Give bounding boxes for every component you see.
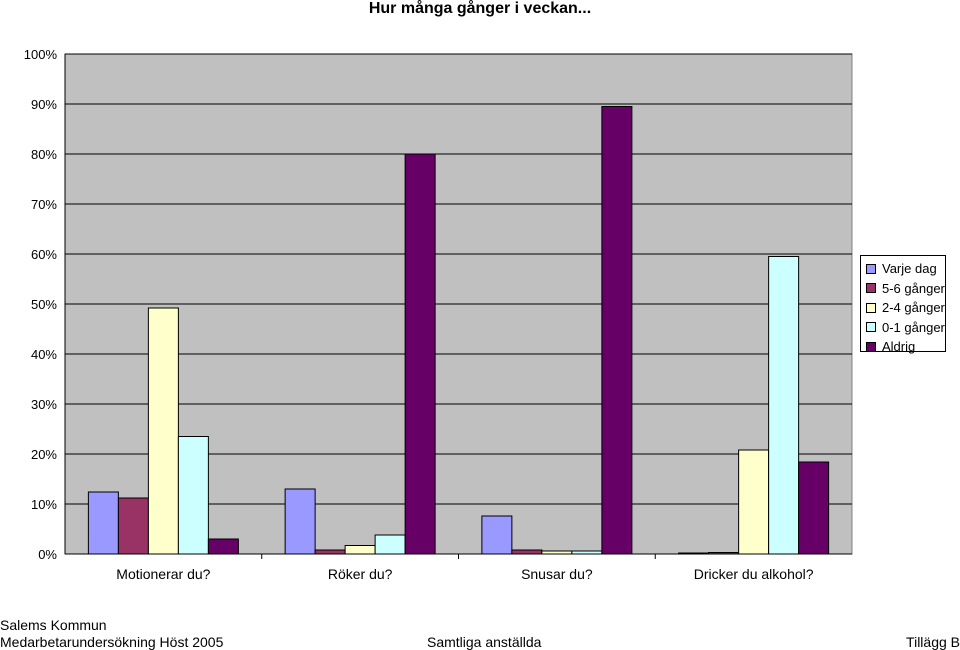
- bar: [314, 549, 346, 555]
- chart-title: Hur många gånger i veckan...: [368, 0, 592, 17]
- bar: [344, 545, 376, 555]
- axes: [64, 54, 852, 559]
- footer-appendix: Tillägg B: [906, 634, 960, 650]
- category-label: Dricker du alkohol?: [694, 566, 814, 582]
- legend-swatch: [866, 322, 876, 333]
- legend-label: 2-4 gånger: [882, 300, 945, 316]
- bar: [511, 549, 543, 555]
- bars: [87, 106, 830, 555]
- y-tick-labels: 0% 10% 20% 30% 40% 50% 60% 70% 80% 90% 100%: [24, 47, 58, 562]
- y-tick-label: 10%: [31, 497, 57, 512]
- bar: [177, 436, 209, 555]
- legend-item: Aldrig: [866, 337, 945, 357]
- y-tick-label: 100%: [24, 47, 58, 62]
- y-tick-label: 80%: [31, 147, 57, 162]
- category-labels: Motionerar du? Röker du? Snusar du? Dricker…: [116, 566, 813, 582]
- category-label: Snusar du?: [521, 566, 593, 582]
- y-tick-label: 40%: [31, 347, 57, 362]
- y-tick-label: 0%: [38, 547, 57, 562]
- footer-org: Salems Kommun: [0, 617, 107, 633]
- bar: [404, 153, 436, 555]
- category-label: Röker du?: [328, 566, 393, 582]
- bar: [87, 491, 119, 555]
- bar: [481, 515, 513, 555]
- bar: [768, 256, 800, 555]
- y-tick-label: 20%: [31, 447, 57, 462]
- legend-swatch: [866, 302, 876, 313]
- y-tick-label: 50%: [31, 297, 57, 312]
- legend: Varje dag 5-6 gånger 2-4 gånger 0-1 gånger A…: [860, 255, 946, 354]
- footer-survey: Medarbetarundersökning Höst 2005: [0, 634, 224, 650]
- bar: [147, 307, 179, 555]
- legend-swatch: [866, 341, 876, 352]
- legend-label: Varje dag: [882, 261, 937, 277]
- bar: [117, 497, 149, 555]
- legend-swatch: [866, 263, 876, 274]
- legend-label: 5-6 gånger: [882, 280, 945, 296]
- bar: [798, 461, 830, 555]
- bar: [601, 106, 633, 555]
- legend-label: 0-1 gånger: [882, 319, 945, 335]
- y-tick-label: 60%: [31, 247, 57, 262]
- y-tick-label: 90%: [31, 97, 57, 112]
- legend-label: Aldrig: [882, 339, 916, 355]
- footer-group: Samtliga anställda: [427, 634, 542, 650]
- gridlines: [65, 53, 852, 505]
- legend-item: 2-4 gånger: [866, 298, 945, 318]
- y-tick-label: 70%: [31, 197, 57, 212]
- bar: [738, 449, 770, 555]
- legend-item: 0-1 gånger: [866, 318, 945, 338]
- bar: [207, 538, 239, 555]
- bar: [374, 534, 406, 555]
- legend-swatch: [866, 283, 876, 294]
- bar: [284, 488, 316, 555]
- y-tick-label: 30%: [31, 397, 57, 412]
- category-label: Motionerar du?: [116, 566, 210, 582]
- legend-item: 5-6 gånger: [866, 279, 945, 299]
- legend-item: Varje dag: [866, 259, 945, 279]
